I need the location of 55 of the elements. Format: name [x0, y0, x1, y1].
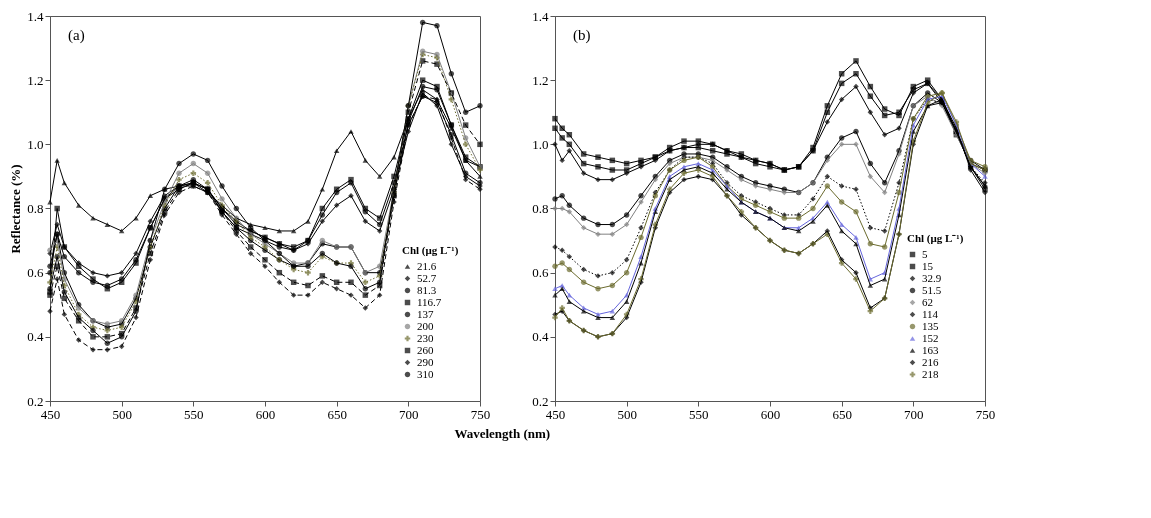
x-tick-label: 700 — [399, 406, 419, 422]
x-tick-label: 600 — [255, 406, 276, 422]
y-tick-label: 0.8 — [532, 201, 549, 216]
legend-label: 216 — [922, 355, 939, 368]
legend-label: 310 — [417, 367, 434, 380]
legend-label: 21.6 — [417, 259, 437, 272]
legend-label: 15 — [922, 259, 934, 272]
y-tick-label: 1.2 — [532, 72, 549, 88]
legend-title: Chl (μg L⁻¹) — [402, 244, 459, 257]
legend-title: Chl (μg L⁻¹) — [907, 232, 964, 245]
x-tick-label: 750 — [470, 406, 491, 422]
legend-label: 260 — [417, 343, 434, 356]
y-tick-label: 0.4 — [27, 329, 44, 345]
legend-label: 81.3 — [417, 283, 437, 296]
x-tick-label: 750 — [975, 406, 996, 422]
y-tick-label: 1.2 — [27, 72, 44, 88]
legend-label: 114 — [922, 307, 939, 320]
y-tick-label: 1.0 — [27, 136, 44, 152]
y-tick-label: 0.2 — [27, 393, 44, 409]
y-tick-label: 1.4 — [532, 8, 549, 24]
x-tick-label: 500 — [617, 406, 637, 422]
x-tick-label: 450 — [40, 406, 61, 422]
x-tick-label: 650 — [327, 406, 347, 422]
legend-label: 116.7 — [417, 295, 442, 308]
y-tick-label: 1.4 — [27, 8, 44, 24]
x-tick-label: 650 — [832, 406, 852, 422]
x-tick-label: 550 — [184, 406, 204, 422]
legend-label: 290 — [417, 355, 434, 368]
y-tick-label: 0.4 — [532, 329, 549, 345]
y-tick-label: 0.6 — [27, 265, 44, 281]
x-tick-label: 700 — [904, 406, 924, 422]
x-tick-label: 600 — [760, 406, 781, 422]
legend-label: 32.9 — [922, 271, 942, 284]
x-tick-label: 500 — [112, 406, 132, 422]
annotation: (b) — [573, 27, 591, 44]
legend-label: 51.5 — [922, 283, 942, 296]
annotation: (a) — [68, 27, 85, 44]
x-axis-title: Wavelength (nm) — [454, 425, 551, 441]
legend-label: 135 — [922, 319, 939, 332]
legend-label: 52.7 — [417, 271, 437, 284]
legend-label: 62 — [922, 295, 933, 308]
legend-label: 230 — [417, 331, 434, 344]
y-tick-label: 1.0 — [532, 136, 549, 152]
legend-label: 5 — [922, 247, 928, 260]
y-tick-label: 0.8 — [27, 201, 44, 216]
legend-label: 163 — [922, 343, 939, 356]
legend-label: 200 — [417, 319, 434, 332]
y-axis-title: Reflectance (%) — [8, 164, 24, 254]
y-tick-label: 0.2 — [532, 393, 549, 409]
legend-label: 137 — [417, 307, 434, 320]
legend-label: 218 — [922, 367, 939, 380]
x-tick-label: 450 — [545, 406, 566, 422]
x-tick-label: 550 — [689, 406, 709, 422]
legend-label: 152 — [922, 331, 939, 344]
y-tick-label: 0.6 — [532, 265, 549, 281]
